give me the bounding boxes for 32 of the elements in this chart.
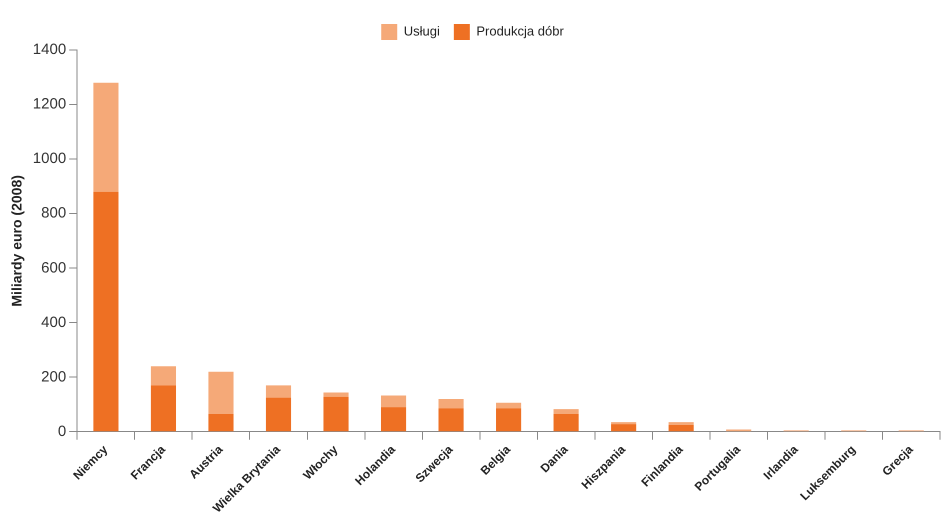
bar <box>668 424 694 432</box>
legend-label: Produkcja dóbr <box>476 24 564 39</box>
y-tick-label: 1200 <box>32 96 66 113</box>
bar <box>380 407 406 432</box>
bar <box>554 409 579 414</box>
bar <box>93 192 118 432</box>
bar <box>438 408 464 432</box>
bar <box>668 422 694 425</box>
y-tick-label: 1000 <box>32 150 66 168</box>
bar <box>208 414 234 432</box>
y-tick-label: 0 <box>58 422 66 440</box>
y-tick-label: 400 <box>41 314 66 331</box>
legend-label: Usługi <box>404 24 440 39</box>
bar <box>266 398 292 432</box>
bar <box>323 396 349 432</box>
bar <box>554 414 579 432</box>
y-tick-label: 800 <box>41 204 66 222</box>
bar <box>438 398 464 408</box>
bar <box>150 385 176 432</box>
bar <box>208 372 234 414</box>
bar <box>323 392 349 397</box>
bar <box>266 385 292 398</box>
y-axis-title: Miliardy euro (2008) <box>8 175 24 307</box>
bar <box>380 395 406 408</box>
y-tick-label: 600 <box>41 259 66 276</box>
y-tick-label: 1400 <box>32 41 66 58</box>
bar <box>93 82 118 192</box>
bar <box>611 424 636 432</box>
bar <box>496 402 522 408</box>
y-tick-label: 200 <box>41 368 66 386</box>
bar <box>496 408 522 432</box>
bar <box>150 366 176 386</box>
